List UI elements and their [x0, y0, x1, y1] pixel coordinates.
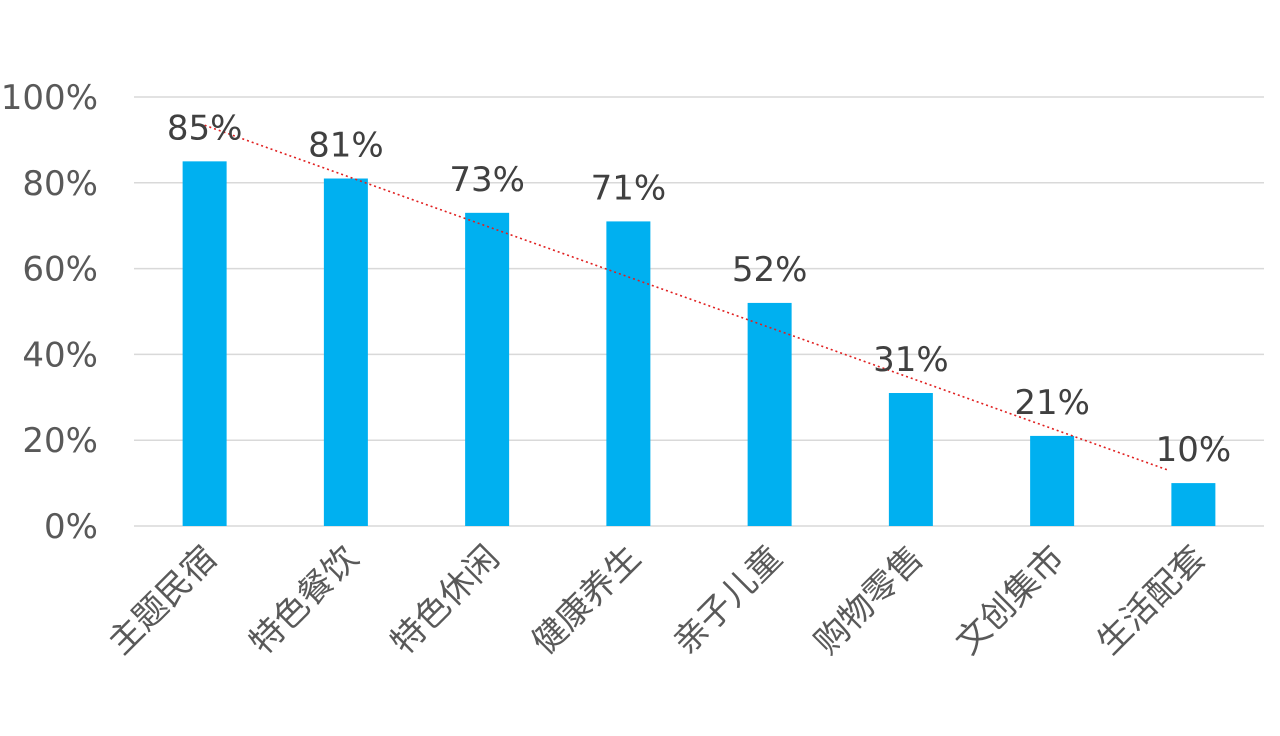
y-tick-label: 100%	[1, 78, 98, 118]
bar	[182, 161, 227, 526]
bar	[1030, 435, 1075, 526]
category-label: 文创集市	[948, 538, 1072, 662]
category-label: 特色休闲	[383, 538, 507, 662]
bar	[747, 302, 792, 526]
y-axis-tick-labels: 0% 20% 40% 60% 80% 100%	[1, 78, 98, 547]
data-label: 10%	[1156, 430, 1232, 470]
y-tick-label: 80%	[22, 164, 98, 204]
category-label: 购物零售	[807, 538, 931, 662]
data-labels: 85% 81% 73% 71% 52% 31% 21% 10%	[167, 108, 1231, 470]
data-label: 71%	[591, 168, 667, 208]
data-label: 81%	[308, 126, 384, 166]
data-label: 52%	[732, 250, 808, 290]
trendline-layer	[204, 124, 1168, 471]
bar	[1171, 483, 1216, 526]
trendline	[204, 124, 1168, 471]
y-tick-label: 60%	[22, 250, 98, 290]
category-label: 健康养生	[524, 538, 648, 662]
bars	[182, 161, 1216, 526]
gridlines	[134, 96, 1264, 527]
category-label: 特色餐饮	[242, 538, 366, 662]
y-tick-label: 40%	[22, 335, 98, 375]
category-label: 生活配套	[1089, 538, 1213, 662]
y-tick-label: 0%	[44, 507, 98, 547]
y-tick-label: 20%	[22, 421, 98, 461]
data-label: 31%	[873, 340, 949, 380]
category-label: 亲子儿童	[666, 538, 790, 662]
data-label: 73%	[449, 160, 525, 200]
bar	[888, 393, 933, 526]
data-label: 85%	[167, 108, 243, 148]
data-label: 21%	[1014, 383, 1090, 423]
category-label: 主题民宿	[101, 538, 225, 662]
x-axis-category-labels: 主题民宿 特色餐饮 特色休闲 健康养生 亲子儿童 购物零售 文创集市 生活配套	[101, 538, 1214, 662]
bar	[323, 178, 368, 526]
bar	[465, 212, 510, 526]
bar	[606, 221, 651, 526]
